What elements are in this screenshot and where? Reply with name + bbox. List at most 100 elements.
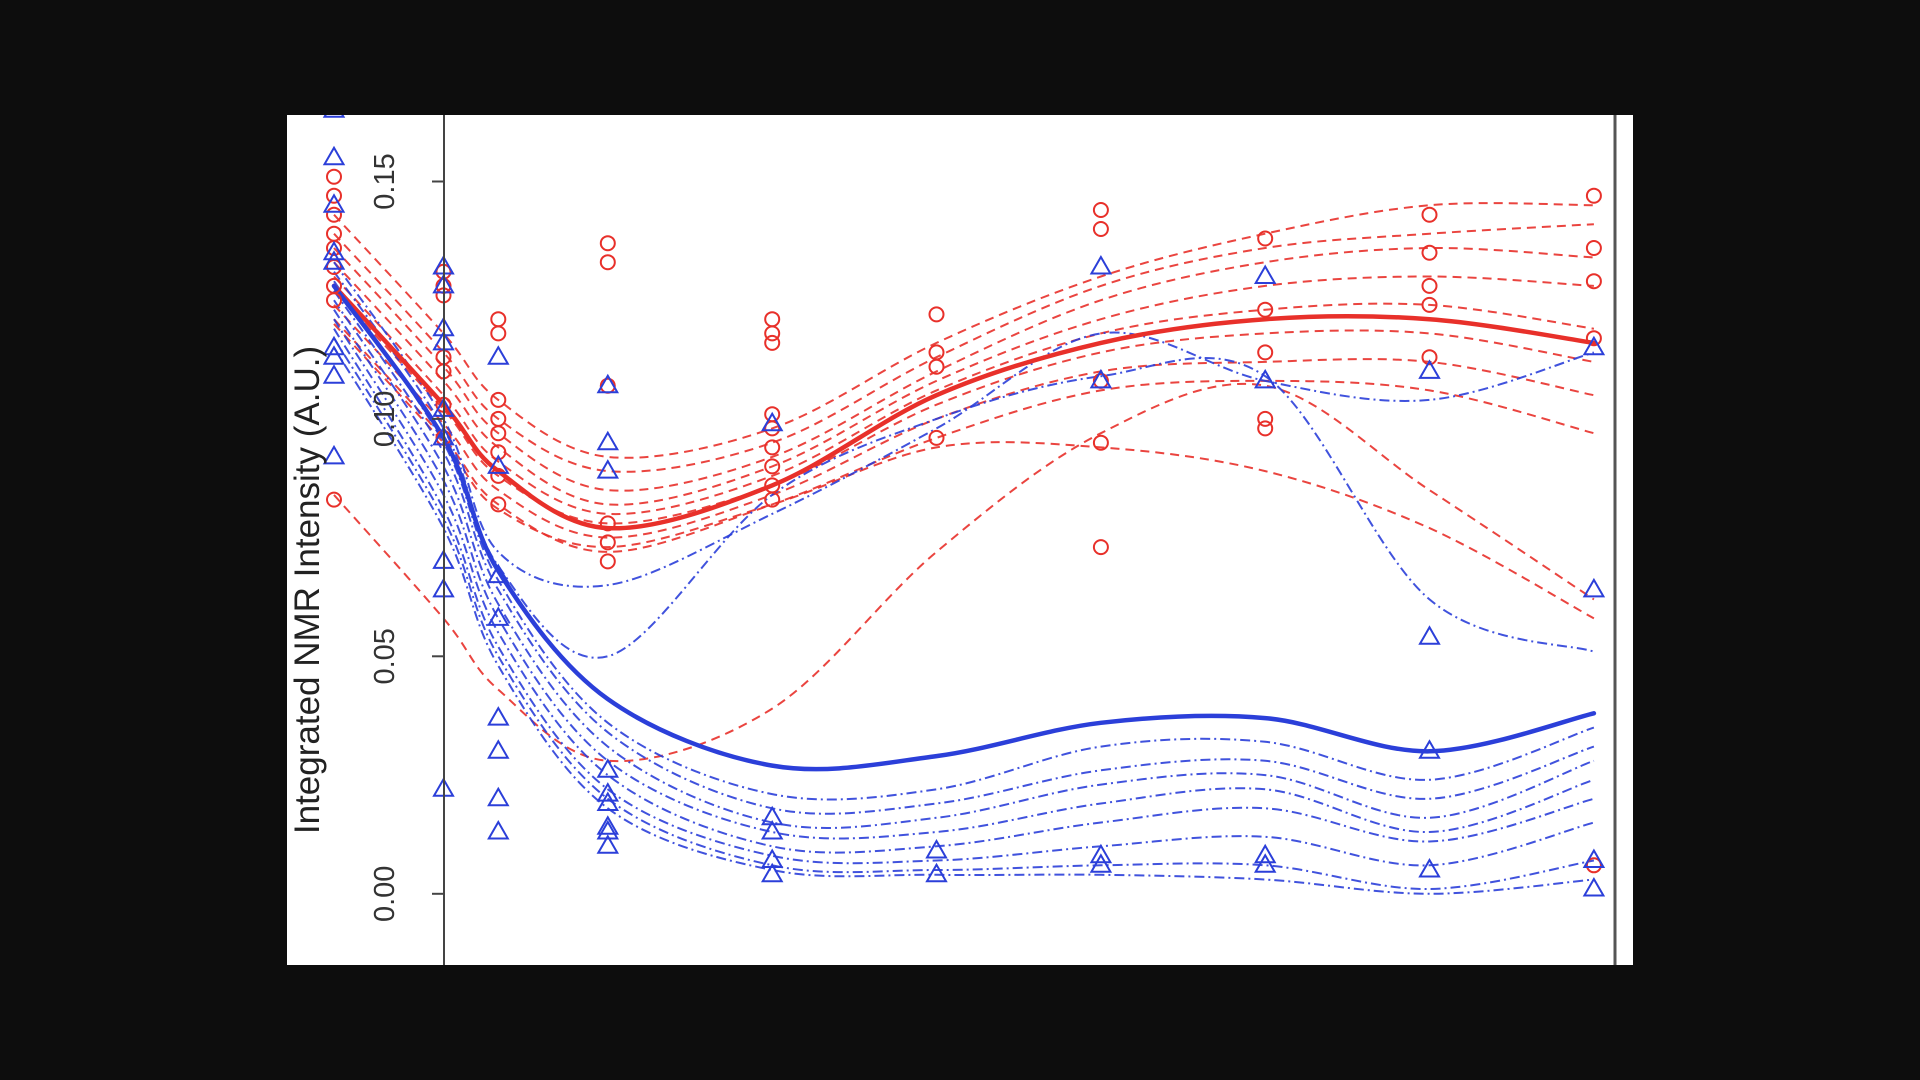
blue-triangle-point-4 (322, 250, 346, 270)
blue-triangle-point-18 (487, 819, 510, 840)
red-series-curve-1 (333, 223, 1594, 473)
blue-triangle-point-23 (487, 563, 510, 584)
blue-triangle-point-38 (760, 805, 784, 826)
red-circle-point-8 (326, 168, 342, 185)
blue-triangle-point-6 (322, 193, 346, 213)
red-circle-point-58 (1585, 857, 1602, 874)
blue-triangle-point-45 (1089, 254, 1113, 275)
red-series-curve-9 (333, 382, 1595, 763)
red-circle-point-48 (1257, 420, 1274, 437)
red-circle-point-23 (490, 311, 507, 328)
blue-triangle-point-37 (760, 819, 784, 840)
blue-triangle-point-26 (596, 834, 620, 854)
red-circle-point-22 (490, 325, 507, 342)
red-circle-point-38 (764, 311, 781, 328)
red-circle-point-57 (1421, 206, 1438, 223)
red-circle-point-18 (490, 444, 507, 461)
y-axis-ticks: 0.00 0.05 0.10 0.15 (369, 153, 444, 922)
blue-triangle-point-29 (596, 791, 620, 811)
blue-triangle-point-44 (1089, 368, 1113, 389)
blue-triangle-point-52 (1418, 625, 1441, 645)
blue-triangle-point-46 (1253, 853, 1277, 873)
red-circle-point-37 (764, 325, 781, 342)
blue-triangle-point-56 (1582, 577, 1606, 598)
red-circle-point-35 (764, 406, 781, 423)
red-circle-point-61 (1585, 240, 1602, 256)
red-mean-curve (331, 283, 1597, 531)
blue-triangle-point-39 (760, 411, 784, 432)
y-tick-label-3: 0.15 (369, 153, 401, 209)
blue-triangle-point-41 (925, 838, 948, 859)
red-circle-point-54 (1421, 296, 1438, 313)
blue-triangle-point-19 (487, 786, 510, 807)
blue-triangle-point-3 (322, 335, 346, 356)
blue-triangle-point-50 (1418, 857, 1441, 878)
red-circle-point-51 (1257, 301, 1274, 318)
red-series-curve-3 (333, 261, 1594, 506)
blue-triangle-point-21 (487, 706, 510, 726)
red-series-curve-6 (333, 304, 1595, 539)
blue-triangle-point-24 (487, 454, 510, 474)
red-circle-point-43 (1092, 539, 1109, 556)
blue-triangle-point-0 (322, 444, 346, 465)
red-circle-point-46 (1092, 221, 1109, 237)
blue-triangle-point-31 (596, 758, 620, 778)
blue-triangle-point-36 (760, 848, 784, 868)
blue-triangle-point-57 (1582, 335, 1606, 356)
chart-panel: 0.00 0.05 0.10 0.15 Integrated NMR Intensit… (287, 115, 1633, 965)
blue-triangle-point-42 (1089, 853, 1113, 873)
blue-series-curve-6 (333, 318, 1595, 854)
blue-series-curve-9 (333, 347, 1594, 895)
red-series-curve-0 (333, 202, 1594, 459)
blue-triangle-point-47 (1253, 843, 1277, 864)
red-circle-point-53 (1421, 349, 1438, 366)
red-series-curve-4 (333, 275, 1595, 516)
blue-series-curve-8 (333, 337, 1595, 891)
red-circle-point-29 (599, 235, 616, 252)
red-circle-point-62 (1585, 187, 1602, 204)
blue-triangle-point-20 (487, 739, 510, 759)
red-circle-point-21 (490, 391, 507, 408)
red-circle-point-33 (764, 439, 781, 456)
blue-triangle-point-2 (322, 345, 346, 365)
y-tick-label-2: 0.10 (369, 391, 401, 447)
red-circle-point-36 (764, 334, 781, 351)
blue-triangle-point-51 (1418, 739, 1441, 759)
blue-triangle-point-28 (596, 815, 620, 835)
blue-series-curve-5 (333, 309, 1595, 840)
red-circle-point-47 (1092, 202, 1109, 218)
blue-series-curve-2 (333, 280, 1595, 801)
red-circle-point-56 (1421, 244, 1438, 261)
blue-triangle-point-48 (1253, 368, 1277, 389)
red-series-curve-2 (333, 246, 1594, 492)
blue-triangle-point-32 (596, 459, 620, 479)
blue-triangle-point-8 (322, 115, 346, 118)
y-tick-label-0: 0.00 (369, 866, 401, 922)
blue-mean-curve (331, 283, 1597, 772)
blue-triangle-point-22 (487, 606, 510, 626)
red-circle-point-49 (1257, 410, 1274, 427)
red-circle-point-20 (490, 410, 507, 427)
blue-series-curve-7 (333, 328, 1595, 867)
blue-triangle-point-53 (1418, 359, 1441, 379)
y-axis-title: Integrated NMR Intensity (A.U.) (288, 346, 327, 834)
blue-triangle-point-43 (1089, 843, 1113, 864)
blue-triangle-point-5 (322, 240, 346, 261)
blue-triangle-point-49 (1253, 264, 1277, 284)
blue-series-curve-0 (333, 261, 1595, 588)
blue-triangle-point-55 (1582, 848, 1606, 868)
blue-triangle-point-40 (925, 862, 948, 883)
red-circle-point-59 (1585, 330, 1602, 347)
red-circle-point-50 (1257, 344, 1274, 361)
red-circle-point-16 (490, 496, 507, 513)
red-circle-point-44 (1092, 434, 1109, 451)
red-circle-point-28 (599, 254, 616, 271)
blue-series-curve-3 (333, 290, 1595, 815)
y-tick-label-1: 0.05 (369, 628, 401, 684)
red-circle-point-55 (1421, 277, 1438, 294)
red-circle-point-6 (326, 206, 342, 223)
red-circle-point-26 (599, 515, 616, 532)
red-circle-point-60 (1585, 273, 1602, 290)
red-series-curve-5 (333, 290, 1595, 525)
red-circle-point-24 (599, 553, 616, 570)
